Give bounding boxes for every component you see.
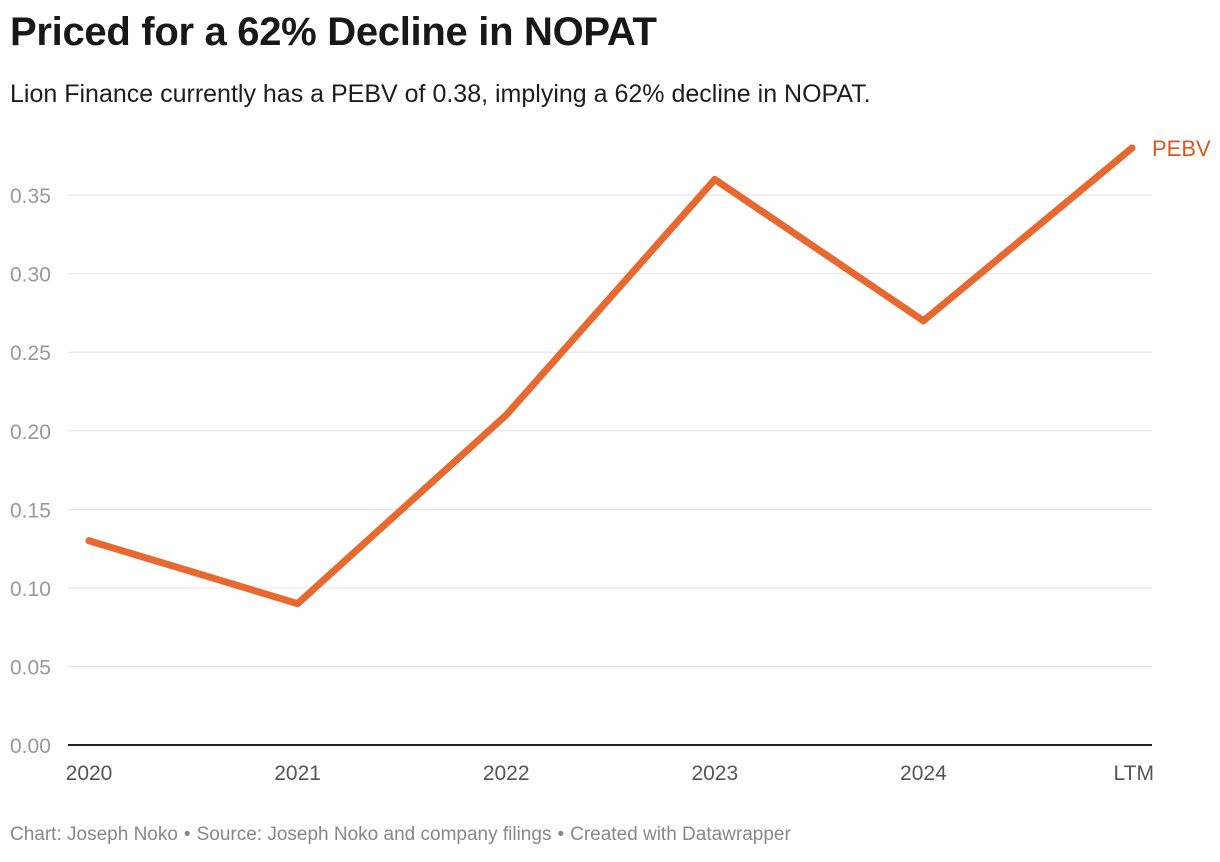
chart-title: Priced for a 62% Decline in NOPAT [10,10,657,54]
x-tick-label: 2021 [274,762,321,785]
data-point [711,175,719,183]
chart-subtitle: Lion Finance currently has a PEBV of 0.3… [10,80,871,108]
chart-footer: Chart: Joseph Noko • Source: Joseph Noko a… [10,824,791,846]
y-tick-label: 0.10 [10,578,51,601]
data-point [502,411,510,419]
footer-separator: • [183,824,191,845]
y-tick-label: 0.05 [10,656,51,679]
footer-separator: • [557,824,565,845]
x-tick-label: LTM [1114,762,1154,785]
y-tick-label: 0.35 [10,185,51,208]
y-tick-label: 0.30 [10,264,51,287]
created-with-note: Created with Datawrapper [570,824,791,845]
x-tick-label: 2023 [691,762,738,785]
y-tick-label: 0.00 [10,735,51,758]
data-point [294,600,302,608]
data-point [919,317,927,325]
chart-credit: Chart: Joseph Noko [10,824,178,845]
x-axis-ticks: 2020 2021 2022 2023 2024 LTM [66,744,1154,785]
x-tick-label: 2024 [900,762,947,785]
series-line-pebv [85,144,1136,608]
y-tick-label: 0.20 [10,421,51,444]
x-tick-label: 2020 [66,762,113,785]
y-tick-label: 0.15 [10,499,51,522]
x-tick-label: 2022 [483,762,530,785]
series-layer: PEBV [85,136,1211,608]
data-point [1128,144,1136,152]
y-tick-label: 0.25 [10,342,51,365]
y-axis-ticks: 0.00 0.05 0.10 0.15 0.20 0.25 0.30 0.35 [10,185,51,758]
gridlines [68,194,1152,667]
source-note: Source: Joseph Noko and company filings [196,824,552,845]
series-label: PEBV [1152,136,1211,161]
data-point [85,537,93,545]
